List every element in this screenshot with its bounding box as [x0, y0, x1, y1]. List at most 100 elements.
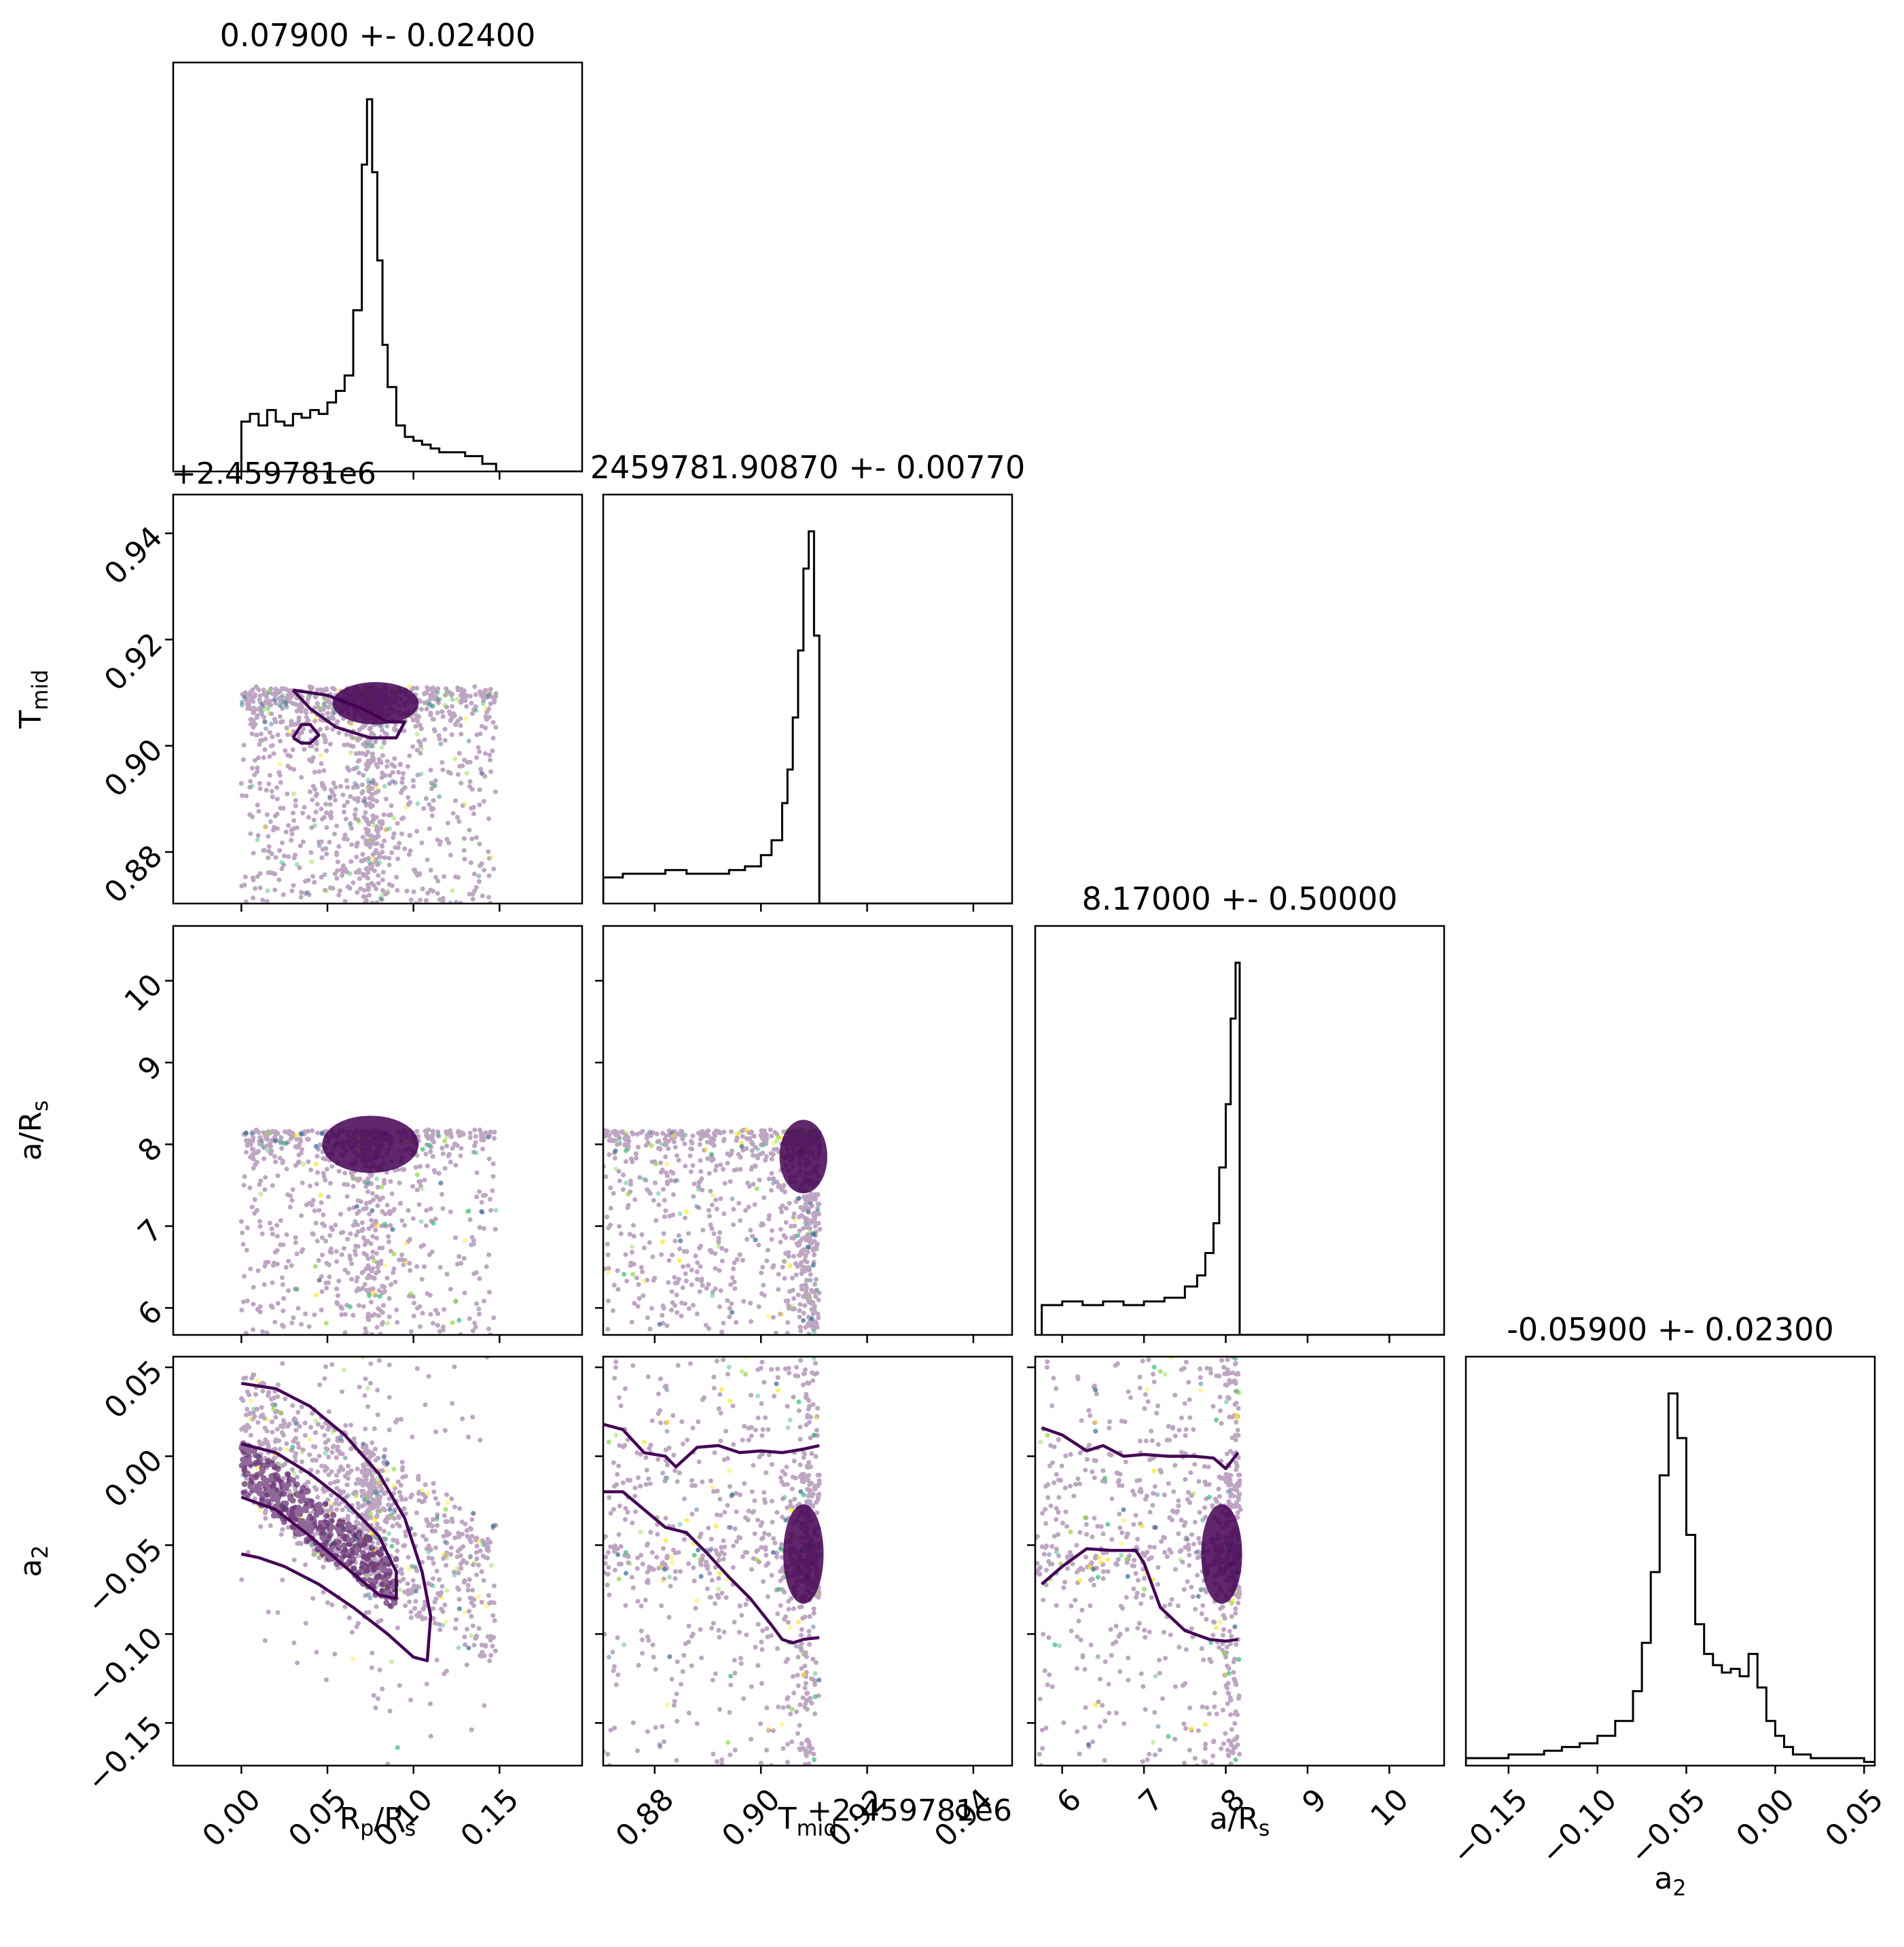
scatter-dot	[313, 1418, 319, 1424]
scatter-dot	[801, 1318, 806, 1323]
scatter-dot	[684, 1518, 689, 1523]
scatter-dot	[606, 1440, 611, 1445]
scatter-dot	[801, 1493, 806, 1498]
scatter-dot	[391, 1467, 397, 1472]
scatter-dot	[1086, 1742, 1092, 1747]
scatter-dot	[1203, 1721, 1208, 1727]
x-tick-label: 0.88	[609, 1782, 681, 1853]
scatter-dot	[319, 1130, 325, 1136]
scatter-dot	[445, 1500, 450, 1505]
scatter-dot	[1124, 1556, 1129, 1562]
scatter-dot	[387, 1531, 392, 1536]
scatter-dot	[728, 1673, 734, 1679]
scatter-dot	[266, 711, 272, 716]
scatter-dot	[435, 1132, 441, 1137]
y-tick-label: 0.94	[98, 520, 169, 591]
scatter-dot	[1232, 1624, 1238, 1630]
scatter-dot	[318, 753, 323, 758]
y-tick-label: −0.05	[80, 1532, 169, 1621]
scatter-dot	[489, 1562, 495, 1568]
scatter-dot	[317, 1277, 322, 1283]
contour-line	[240, 1382, 433, 1662]
scatter-dot	[365, 741, 370, 747]
scatter-dot	[677, 1258, 682, 1264]
scatter-dot	[370, 780, 375, 785]
scatter-dot	[345, 1493, 351, 1499]
scatter-dot	[283, 700, 289, 705]
y-offset-label: +2.459781e6	[171, 457, 376, 491]
scatter-dot	[754, 1186, 759, 1192]
scatter-dot	[365, 785, 370, 791]
scatter-dot	[678, 1238, 683, 1244]
scatter-dot	[488, 855, 494, 860]
scatter-dot	[711, 1484, 716, 1490]
scatter-dot	[327, 794, 332, 800]
scatter-dot	[698, 1573, 704, 1579]
scatter-dot	[431, 1220, 436, 1226]
scatter-dot	[279, 1139, 284, 1144]
scatter-dot	[669, 1130, 675, 1136]
scatter-dot	[397, 1587, 403, 1592]
scatter-dot	[268, 721, 274, 727]
scatter-dot	[623, 1148, 628, 1154]
panel-tmid-vs-tmid: 2459781.90870 +- 0.00770	[590, 449, 1025, 912]
scatter-dot	[248, 1416, 253, 1421]
scatter-dot	[390, 779, 395, 784]
scatter-dot	[1151, 1468, 1157, 1473]
scatter-dot	[739, 1144, 744, 1149]
scatter-dot	[641, 1177, 647, 1182]
scatter-dot	[376, 1480, 381, 1486]
scatter-dot	[375, 1491, 380, 1497]
scatter-dot	[1077, 1578, 1083, 1584]
scatter-dot	[435, 690, 441, 696]
scatter-dot	[806, 1294, 812, 1300]
scatter-dot	[385, 889, 391, 894]
scatter-dot	[812, 1433, 817, 1438]
scatter-dot	[279, 702, 284, 708]
scatter-dot	[725, 1740, 731, 1745]
scatter-dot	[317, 705, 323, 711]
scatter-dot	[378, 723, 383, 728]
scatter-dot	[321, 702, 326, 707]
scatter-dot	[1038, 1440, 1043, 1445]
scatter-dot	[664, 1476, 670, 1481]
scatter-points-a2-tmid	[603, 1357, 824, 1766]
scatter-dot	[293, 1421, 298, 1427]
scatter-dot	[801, 1672, 806, 1677]
scatter-dot	[761, 1143, 766, 1148]
scatter-dot	[613, 1148, 618, 1154]
scatter-dot	[444, 1555, 450, 1560]
scatter-dot	[812, 1694, 818, 1700]
scatter-dot	[815, 1206, 821, 1211]
scatter-dot	[381, 1454, 387, 1460]
scatter-dot	[290, 1444, 295, 1450]
scatter-dot	[442, 1139, 448, 1144]
scatter-dot	[778, 1546, 784, 1552]
scatter-dot	[816, 1677, 822, 1683]
scatter-dot	[318, 1192, 323, 1198]
scatter-dot	[314, 1292, 319, 1298]
scatter-dot	[755, 1393, 761, 1399]
scatter-dot	[613, 1433, 619, 1438]
scatter-dot	[811, 1232, 816, 1237]
scatter-dot	[787, 1625, 793, 1630]
scatter-dot	[425, 1491, 431, 1497]
scatter-dot	[259, 1138, 265, 1143]
scatter-dot	[684, 1209, 689, 1215]
scatter-dot	[677, 1522, 683, 1527]
scatter-dot	[268, 819, 273, 824]
scatter-dot	[683, 1132, 688, 1138]
scatter-dot	[444, 1135, 450, 1140]
scatter-dot	[255, 837, 260, 842]
contour-line	[603, 1490, 820, 1645]
scatter-dot	[616, 1137, 622, 1143]
scatter-dot	[239, 699, 245, 704]
scatter-dot	[420, 1147, 425, 1152]
scatter-dot	[272, 1139, 278, 1144]
scatter-dot	[1208, 1640, 1214, 1645]
scatter-dot	[677, 1258, 682, 1264]
scatter-dot	[728, 1398, 733, 1404]
scatter-dot	[1068, 1529, 1073, 1535]
scatter-dot	[464, 770, 469, 776]
histogram-rp	[240, 98, 582, 471]
